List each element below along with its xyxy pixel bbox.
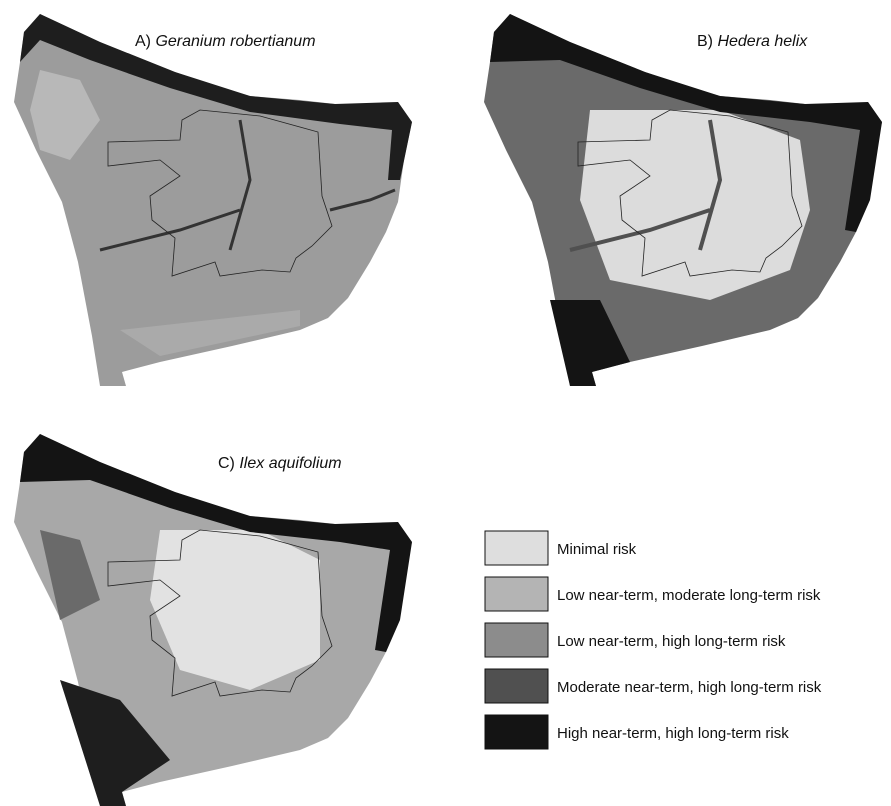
figure: A) Geranium robertianum B) Hedera helix … (0, 0, 891, 806)
legend-swatch (485, 669, 548, 703)
legend-label: Moderate near-term, high long-term risk (557, 679, 822, 696)
panel-title: B) Hedera helix (697, 33, 808, 50)
map-b (484, 14, 882, 386)
legend-label: Low near-term, high long-term risk (557, 633, 786, 650)
legend-label: High near-term, high long-term risk (557, 725, 789, 742)
legend-label: Low near-term, moderate long-term risk (557, 587, 821, 604)
panel-label: A) (135, 33, 151, 50)
legend-swatch (485, 715, 548, 749)
species-name: Ilex aquifolium (239, 455, 341, 472)
map-c (14, 434, 412, 806)
legend-swatch (485, 577, 548, 611)
panel-title: A) Geranium robertianum (135, 33, 316, 50)
panel-title: C) Ilex aquifolium (218, 455, 342, 472)
map-a (14, 14, 412, 386)
legend-swatch (485, 623, 548, 657)
panel-label: C) (218, 455, 235, 472)
species-name: Hedera helix (717, 33, 808, 50)
legend-swatch (485, 531, 548, 565)
panel-label: B) (697, 33, 713, 50)
legend: Minimal risk Low near-term, moderate long… (485, 531, 822, 749)
legend-label: Minimal risk (557, 541, 637, 558)
species-name: Geranium robertianum (155, 33, 315, 50)
